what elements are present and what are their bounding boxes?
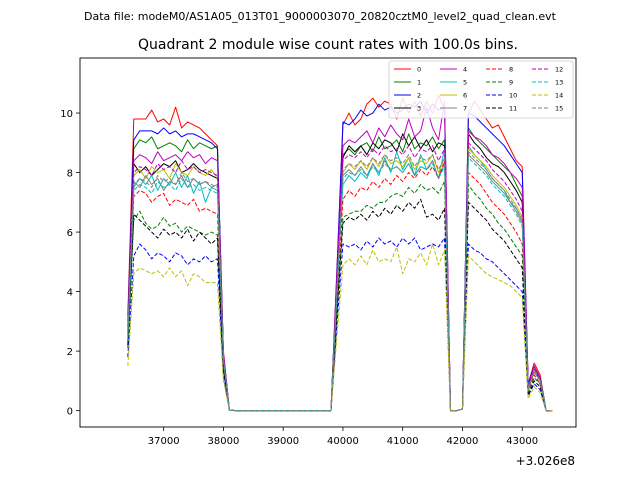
legend-label-13: 13 xyxy=(555,79,563,87)
series-line-2 xyxy=(127,100,553,412)
series-line-8 xyxy=(127,160,553,412)
legend-label-12: 12 xyxy=(555,66,563,74)
series-line-15 xyxy=(127,151,553,412)
legend-label-3: 3 xyxy=(417,105,421,113)
legend-label-4: 4 xyxy=(463,66,467,74)
series-line-13 xyxy=(127,157,553,412)
y-tick-label-2: 2 xyxy=(67,347,73,358)
y-tick-label-10: 10 xyxy=(60,109,73,120)
x-axis-offset-label: +3.026e8 xyxy=(516,454,575,468)
series-line-12 xyxy=(127,142,553,412)
chart-suptitle: Data file: modeM0/AS1A05_013T01_90000030… xyxy=(84,10,557,23)
legend-label-7: 7 xyxy=(463,105,467,113)
legend-label-6: 6 xyxy=(463,92,467,100)
x-tick-label-41000: 41000 xyxy=(387,436,419,447)
legend-label-9: 9 xyxy=(509,79,513,87)
series-line-4 xyxy=(127,100,553,412)
legend-box xyxy=(388,60,574,119)
legend-label-0: 0 xyxy=(417,66,421,74)
series-line-10 xyxy=(127,237,553,412)
legend-label-11: 11 xyxy=(509,105,517,113)
chart-title: Quadrant 2 module wise count rates with … xyxy=(138,37,518,53)
legend-label-5: 5 xyxy=(463,79,467,87)
x-tick-label-37000: 37000 xyxy=(148,436,180,447)
legend-label-1: 1 xyxy=(417,79,421,87)
x-tick-label-40000: 40000 xyxy=(327,436,359,447)
y-tick-label-6: 6 xyxy=(67,228,73,239)
series-line-11 xyxy=(127,198,553,412)
legend-label-10: 10 xyxy=(509,92,517,100)
legend-label-14: 14 xyxy=(555,92,563,100)
y-tick-label-0: 0 xyxy=(67,407,73,418)
x-tick-label-43000: 43000 xyxy=(506,436,538,447)
x-tick-label-42000: 42000 xyxy=(447,436,479,447)
y-tick-label-4: 4 xyxy=(67,288,73,299)
series-line-0 xyxy=(127,94,553,412)
y-tick-label-8: 8 xyxy=(67,169,73,180)
legend-label-2: 2 xyxy=(417,92,421,100)
series-line-14 xyxy=(127,243,553,412)
x-tick-label-39000: 39000 xyxy=(267,436,299,447)
plot-lines xyxy=(127,94,553,412)
plot-frame xyxy=(79,57,577,428)
x-axis: 37000 38000 39000 40000 41000 42000 43000 xyxy=(148,427,538,447)
y-axis: 0 2 4 6 8 10 xyxy=(60,109,80,418)
x-tick-label-38000: 38000 xyxy=(208,436,240,447)
legend-label-15: 15 xyxy=(555,105,563,113)
legend-label-8: 8 xyxy=(509,66,513,74)
